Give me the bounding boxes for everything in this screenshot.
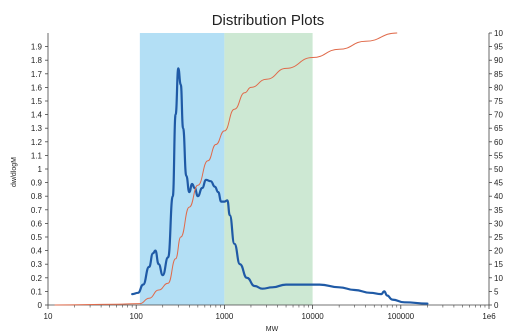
y-tick-label: 0.4 [31,247,43,256]
y2-tick-label: 0 [494,301,499,310]
y2-tick-label: 45 [494,179,503,188]
y2-tick-label: 85 [494,70,503,79]
y2-tick-label: 80 [494,83,503,92]
y-tick-label: 0.2 [31,274,43,283]
y2-tick-label: 50 [494,165,503,174]
y-tick-label: 0.5 [31,233,43,242]
y2-tick-label: 75 [494,97,503,106]
y-tick-label: 0.3 [31,260,43,269]
y2-tick-label: 55 [494,151,503,160]
cumulative-series-line [54,32,398,306]
shaded-regions [139,33,313,305]
y-tick-label: 1.7 [31,70,43,79]
y2-tick-label: 40 [494,192,503,201]
x-tick-label: 1000 [216,312,234,321]
shaded-region-2 [224,33,313,305]
y2-tick-label: 30 [494,219,503,228]
y-tick-label: 1.9 [31,43,43,52]
x-tick-label: 10 [44,312,53,321]
y-tick-label: 0.9 [31,179,43,188]
y2-tick-label: 65 [494,124,503,133]
y-tick-label: 0.6 [31,219,43,228]
y2-tick-label: 5 [494,287,499,296]
y-tick-label: 1.6 [31,83,43,92]
y-tick-label: 0.7 [31,206,43,215]
y-tick-label: 1.4 [31,111,43,120]
y-axis-label: dw/dlogM [11,157,18,187]
shaded-region-1 [139,33,225,305]
y2-tick-label: 15 [494,260,503,269]
x-axis-label: MW [266,326,279,333]
x-tick-label: 10000 [301,312,324,321]
y2-tick-label: 25 [494,233,503,242]
y-tick-label: 0 [38,301,43,310]
y2-tick-label: 10 [494,29,503,38]
y-tick-label: 1.8 [31,56,43,65]
y-tick-label: 0.8 [31,192,43,201]
y2-tick-label: 70 [494,111,503,120]
y2-tick-label: 20 [494,247,503,256]
y-tick-label: 1.5 [31,97,43,106]
chart-title: Distribution Plots [212,12,325,29]
y-tick-label: 1.2 [31,138,43,147]
y-tick-label: 1.1 [31,151,43,160]
y-tick-label: 1.3 [31,124,43,133]
y-tick-label: 0.1 [31,287,43,296]
y2-tick-label: 95 [494,43,503,52]
chart-axes: 10 100 1000 10000 100000 1e600.10.20.30.40.50… [31,29,504,321]
distribution-series-line [131,67,429,305]
x-tick-label: 100 [130,312,144,321]
x-tick-label: 1e6 [482,312,496,321]
y-tick-label: 1 [38,165,43,174]
y2-tick-label: 60 [494,138,503,147]
x-tick-label: 100000 [387,312,414,321]
y2-tick-label: 10 [494,274,503,283]
y2-tick-label: 90 [494,56,503,65]
y2-tick-label: 35 [494,206,503,215]
series-layer [54,32,429,306]
